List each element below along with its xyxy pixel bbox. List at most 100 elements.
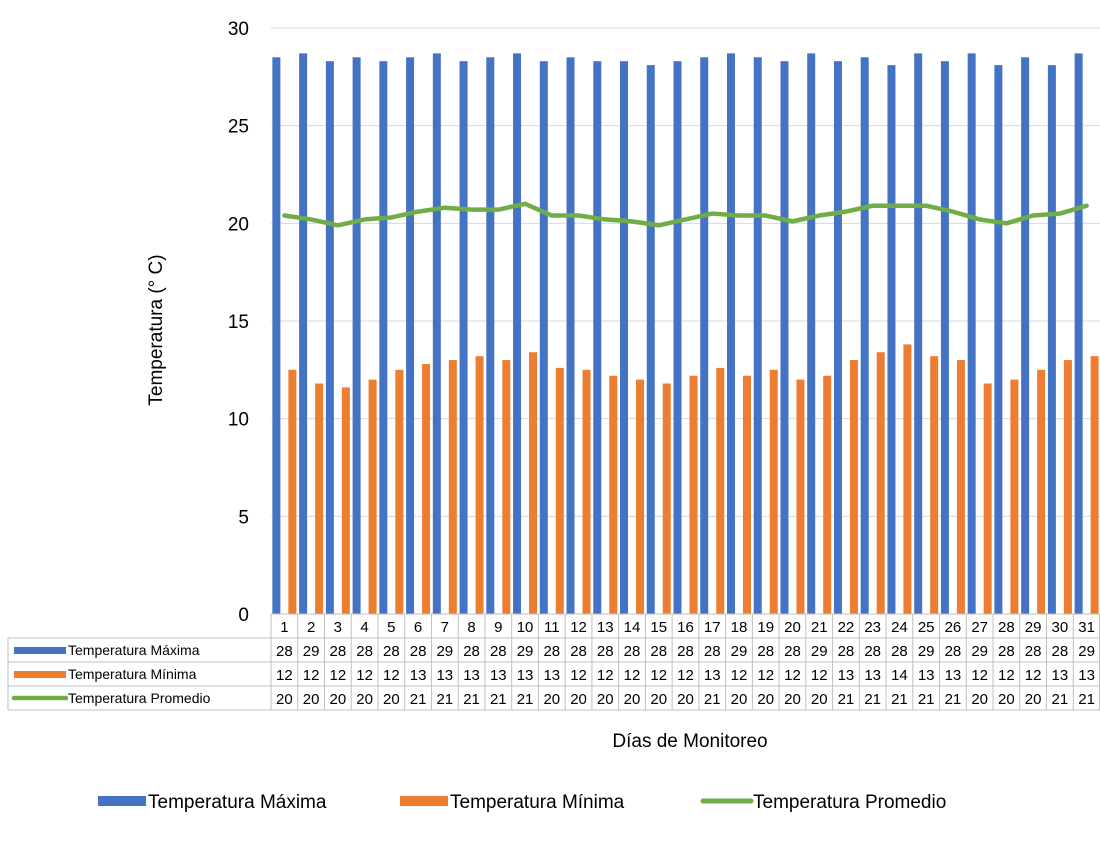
bar-max bbox=[860, 57, 869, 615]
y-tick-label: 15 bbox=[228, 312, 249, 333]
table-cell: 29 bbox=[811, 643, 828, 660]
table-cell: 21 bbox=[436, 691, 453, 708]
bar-max bbox=[352, 57, 361, 615]
table-cell: 21 bbox=[864, 691, 881, 708]
table-row-label: Temperatura Promedio bbox=[68, 690, 211, 706]
x-tick-label: 6 bbox=[414, 619, 422, 636]
table-cell: 28 bbox=[838, 643, 855, 660]
bar-max bbox=[780, 61, 789, 614]
bar-min bbox=[475, 356, 484, 614]
table-cell: 12 bbox=[597, 667, 614, 684]
table-cell: 28 bbox=[570, 643, 587, 660]
x-tick-label: 14 bbox=[624, 619, 641, 636]
bar-max bbox=[887, 65, 896, 614]
y-tick-label: 0 bbox=[238, 605, 249, 626]
table-cell: 12 bbox=[731, 667, 748, 684]
x-tick-label: 18 bbox=[731, 619, 748, 636]
table-cell: 12 bbox=[303, 667, 320, 684]
table-cell: 20 bbox=[677, 691, 694, 708]
bar-min bbox=[1010, 379, 1019, 614]
legend-label: Temperatura Promedio bbox=[753, 792, 946, 813]
table-cell: 13 bbox=[1052, 667, 1069, 684]
table-cell: 20 bbox=[757, 691, 774, 708]
table-cell: 12 bbox=[784, 667, 801, 684]
table-cell: 12 bbox=[570, 667, 587, 684]
table-cell: 13 bbox=[704, 667, 721, 684]
table-cell: 13 bbox=[410, 667, 427, 684]
x-tick-label: 11 bbox=[544, 619, 560, 636]
bar-min bbox=[315, 383, 324, 614]
bar-min bbox=[288, 369, 297, 614]
table-cell: 28 bbox=[276, 643, 293, 660]
legend-label: Temperatura Mínima bbox=[450, 792, 625, 813]
legend: Temperatura Máxima Temperatura Mínima Temp… bbox=[98, 792, 946, 813]
y-axis-ticks: 0 5 10 15 20 25 30 bbox=[228, 19, 249, 626]
bar-max bbox=[753, 57, 762, 615]
table-cell: 21 bbox=[891, 691, 908, 708]
bar-min bbox=[1037, 369, 1046, 614]
bar-min bbox=[796, 379, 805, 614]
table-cell: 13 bbox=[463, 667, 480, 684]
table-cell: 21 bbox=[704, 691, 721, 708]
x-tick-label: 17 bbox=[704, 619, 721, 636]
x-tick-label: 10 bbox=[517, 619, 534, 636]
table-cell: 13 bbox=[864, 667, 881, 684]
x-tick-label: 19 bbox=[757, 619, 774, 636]
x-tick-label: 3 bbox=[334, 619, 342, 636]
bar-min bbox=[876, 352, 885, 614]
x-tick-label: 27 bbox=[971, 619, 988, 636]
x-tick-label: 28 bbox=[998, 619, 1015, 636]
legend-label: Temperatura Máxima bbox=[148, 792, 327, 813]
table-cell: 20 bbox=[998, 691, 1015, 708]
bar-max bbox=[726, 53, 735, 615]
table-cell: 28 bbox=[1052, 643, 1069, 660]
bar-max bbox=[967, 53, 976, 615]
x-tick-label: 13 bbox=[597, 619, 614, 636]
line-promedio bbox=[282, 201, 1089, 228]
bar-min bbox=[502, 360, 511, 614]
x-tick-label: 12 bbox=[570, 619, 587, 636]
table-cell: 21 bbox=[838, 691, 855, 708]
table-cell: 12 bbox=[356, 667, 373, 684]
y-tick-label: 20 bbox=[228, 214, 249, 235]
table-cell: 13 bbox=[918, 667, 935, 684]
table-cell: 12 bbox=[811, 667, 828, 684]
bar-min bbox=[742, 375, 751, 614]
bar-max bbox=[486, 57, 495, 615]
table-cell: 21 bbox=[517, 691, 534, 708]
table-legend-key bbox=[14, 647, 66, 654]
bar-min bbox=[582, 369, 591, 614]
table-cell: 21 bbox=[1078, 691, 1095, 708]
table-cell: 20 bbox=[650, 691, 667, 708]
bar-min bbox=[609, 375, 618, 614]
bar-min bbox=[636, 379, 645, 614]
bar-min bbox=[395, 369, 404, 614]
bar-max bbox=[1021, 57, 1030, 615]
bar-min bbox=[341, 387, 350, 614]
table-cell: 29 bbox=[517, 643, 534, 660]
table-cell: 28 bbox=[945, 643, 962, 660]
line-series bbox=[282, 201, 1089, 228]
table-cell: 28 bbox=[704, 643, 721, 660]
bar-min bbox=[662, 383, 671, 614]
x-tick-label: 25 bbox=[918, 619, 935, 636]
bars bbox=[272, 53, 1099, 615]
table-cell: 28 bbox=[490, 643, 507, 660]
table-cell: 20 bbox=[1025, 691, 1042, 708]
table-cell: 14 bbox=[891, 667, 908, 684]
table-cell: 12 bbox=[971, 667, 988, 684]
bar-min bbox=[448, 360, 457, 614]
x-tick-label: 22 bbox=[838, 619, 855, 636]
table-cell: 12 bbox=[276, 667, 293, 684]
table-cell: 29 bbox=[303, 643, 320, 660]
table-cell: 28 bbox=[1025, 643, 1042, 660]
bar-min bbox=[769, 369, 778, 614]
bar-min bbox=[849, 360, 858, 614]
x-tick-label: 23 bbox=[864, 619, 881, 636]
x-tick-label: 21 bbox=[811, 619, 828, 636]
table-cell: 21 bbox=[463, 691, 480, 708]
bar-min bbox=[903, 344, 912, 614]
x-tick-label: 5 bbox=[387, 619, 395, 636]
bar-min bbox=[983, 383, 992, 614]
table-cell: 20 bbox=[570, 691, 587, 708]
